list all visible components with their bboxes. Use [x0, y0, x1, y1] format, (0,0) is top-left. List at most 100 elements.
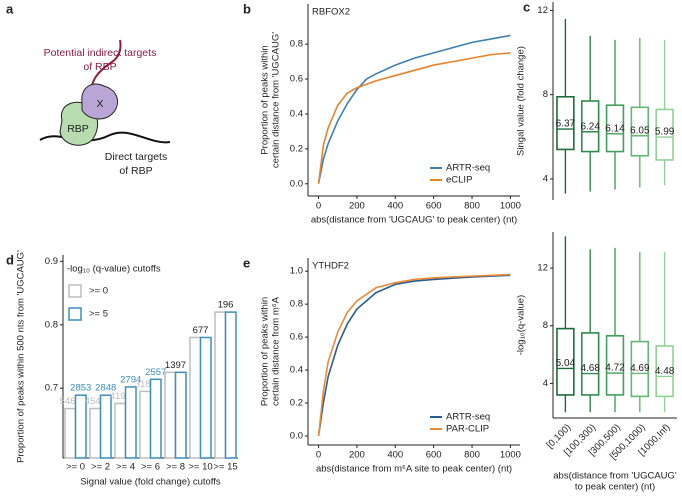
legend-label: >= 5: [89, 309, 108, 320]
indirect-label: Potential indirect targets: [44, 47, 157, 59]
panel-label: c: [523, 0, 530, 14]
box: [630, 340, 650, 398]
median-label: 5.99: [655, 127, 675, 138]
rbp-label: RBP: [67, 123, 89, 135]
legend-label: ARTR-seq: [446, 163, 490, 174]
legend-label: ARTR-seq: [446, 412, 490, 423]
y-tick-label: 4: [543, 378, 548, 389]
y-axis-label: -log₁₀(q-value): [516, 295, 527, 355]
y-tick-label: 0.2: [290, 143, 303, 154]
y-tick-label: 8: [543, 320, 548, 331]
y-tick-label: 0.8: [45, 319, 58, 330]
bar: [189, 336, 202, 459]
x-axis-label: abs(distance from 'UGCAUG' to peak cente…: [311, 215, 517, 226]
y-tick-label: 8: [543, 89, 548, 100]
count-label: 3186: [135, 379, 156, 390]
box: [580, 100, 600, 153]
x-tick-label: 800: [464, 201, 480, 212]
box: [556, 327, 575, 396]
x-label: X: [96, 98, 103, 110]
box: [605, 104, 625, 153]
x-axis-label: to peak center) (nt): [575, 482, 655, 493]
legend-title: -log₁₀ (q-value) cutoffs: [67, 264, 161, 275]
x-tick-label: >= 8: [166, 462, 185, 473]
y-tick-label: 0.6: [290, 74, 303, 85]
y-tick-label: 0.0: [290, 430, 303, 441]
panel-label: b: [243, 1, 251, 16]
y-tick-label: 0.6: [290, 332, 303, 343]
bar: [214, 311, 227, 459]
line: [317, 273, 511, 437]
bar: [174, 371, 187, 459]
box: [580, 332, 600, 396]
y-tick-label: 0.8: [290, 39, 303, 50]
chart-title: YTHDF2: [312, 261, 349, 272]
direct-label: of RBP: [119, 165, 152, 177]
x-tick-label: >= 0: [66, 462, 85, 473]
count-label: 2848: [95, 383, 116, 394]
x-tick-label: >= 6: [141, 462, 160, 473]
bar: [149, 378, 162, 459]
line: [317, 34, 511, 184]
y-tick-label: 0.2: [290, 398, 303, 409]
x-tick-label: >= 4: [116, 462, 135, 473]
bar: [224, 311, 237, 459]
y-tick-label: 0.7: [45, 383, 58, 394]
bar: [89, 407, 102, 459]
legend-label: >= 0: [89, 286, 108, 297]
count-label: 4545: [85, 396, 106, 407]
x-tick-label: 400: [387, 201, 403, 212]
bar: [139, 390, 152, 459]
x-axis-label: abs(distance from m⁶A site to peak cente…: [316, 464, 512, 475]
legend-swatch: [68, 307, 82, 321]
direct-rna: [39, 131, 171, 144]
count-label: 5462: [60, 396, 81, 407]
diagram: a Potential indirect targets of RBP RBP …: [6, 1, 171, 177]
x-axis-label: Signal value (fold change) cutoffs: [80, 477, 221, 488]
median-label: 6.14: [605, 124, 625, 135]
chart-title: RBFOX2: [312, 7, 350, 18]
median-label: 4.68: [580, 363, 600, 374]
bar: [64, 407, 77, 459]
legend-label: PAR-CLIP: [446, 424, 489, 435]
median-label: 6.37: [556, 119, 576, 130]
box: [655, 108, 674, 161]
y-tick-label: 0.8: [290, 299, 303, 310]
count-label: 2557: [145, 367, 166, 378]
count-label: 2853: [70, 383, 91, 394]
x-tick-label: 800: [464, 450, 480, 461]
x-tick-label: 1000: [500, 450, 521, 461]
y-tick-label: 12: [537, 263, 548, 274]
y-tick-label: 0.4: [290, 365, 303, 376]
y-axis-label: Proportion of peaks within: [260, 45, 271, 154]
x-tick-label: >= 15: [213, 462, 237, 473]
count-label: 1397: [165, 360, 186, 371]
legend-swatch: [68, 284, 82, 298]
bar: [99, 394, 112, 459]
x-tick-label: >= 10: [188, 462, 212, 473]
line: [317, 52, 511, 184]
y-tick-label: 0.4: [290, 108, 303, 119]
y-tick-label: 12: [537, 5, 548, 16]
median-label: 4.72: [605, 363, 625, 374]
x-tick-label: 400: [387, 450, 403, 461]
line: [317, 274, 511, 437]
panel-label: d: [6, 252, 14, 267]
panel-label: a: [6, 1, 14, 16]
x-tick-label: 200: [349, 450, 365, 461]
median-label: 5.04: [556, 358, 576, 369]
indirect-label: of RBP: [83, 61, 116, 73]
y-axis-label: Proportion of peaks within 500 nts from …: [16, 250, 27, 463]
box: [556, 95, 575, 151]
y-axis-label: certain distance from 'UGCAUG': [271, 32, 282, 168]
median-label: 6.05: [630, 125, 650, 136]
x-tick-label: 0: [316, 201, 321, 212]
direct-label: Direct targets: [105, 151, 167, 163]
x-tick-label: 200: [349, 201, 365, 212]
x-tick-label: 1000: [500, 201, 521, 212]
x-tick-label: 600: [426, 450, 442, 461]
y-tick-label: 0.9: [45, 256, 58, 267]
median-label: 4.69: [630, 363, 650, 374]
legend-label: eCLIP: [446, 175, 472, 186]
